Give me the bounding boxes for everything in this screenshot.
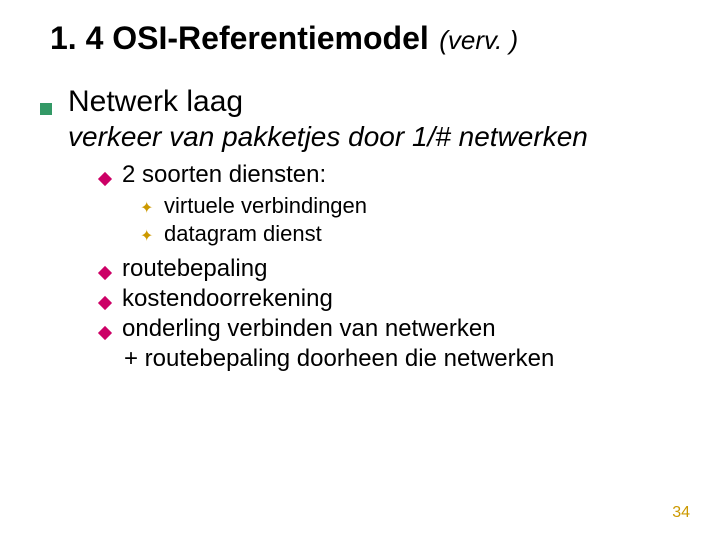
slide-title: 1. 4 OSI-Referentiemodel (verv. ): [50, 20, 680, 57]
level2b-text: onderling verbinden van netwerken: [122, 315, 496, 343]
level2b-item: onderling verbinden van netwerken: [100, 315, 680, 343]
diamond-bullet-icon: [98, 266, 112, 280]
level2b-item: routebepaling: [100, 255, 680, 283]
title-suffix: (verv. ): [439, 25, 518, 55]
level3-item: ✦ virtuele verbindingen: [140, 193, 680, 219]
level3-text: datagram dienst: [164, 221, 322, 247]
diamond-bullet-icon: [98, 326, 112, 340]
square-bullet-icon: [40, 103, 52, 115]
level2b-text: routebepaling: [122, 255, 267, 283]
page-number: 34: [672, 504, 690, 522]
level1-row: Netwerk laag: [40, 85, 680, 119]
level3-text: virtuele verbindingen: [164, 193, 367, 219]
level1-block: Netwerk laag verkeer van pakketjes door …: [40, 85, 680, 153]
level3-item: ✦ datagram dienst: [140, 221, 680, 247]
level2b-text: kostendoorrekening: [122, 285, 333, 313]
level3-block: ✦ virtuele verbindingen ✦ datagram diens…: [140, 193, 680, 247]
title-main: 1. 4 OSI-Referentiemodel: [50, 20, 429, 56]
slide-container: 1. 4 OSI-Referentiemodel (verv. ) Netwer…: [0, 0, 720, 540]
level2a-text: 2 soorten diensten:: [122, 161, 326, 189]
level2b-item: kostendoorrekening: [100, 285, 680, 313]
level1-subheading: verkeer van pakketjes door 1/# netwerken: [68, 121, 680, 153]
level2b-continuation: + routebepaling doorheen die netwerken: [124, 345, 680, 373]
level2b-block: routebepaling kostendoorrekening onderli…: [100, 255, 680, 373]
chevron-bullet-icon: ✦: [140, 226, 154, 246]
diamond-bullet-icon: [98, 172, 112, 186]
level2a-row: 2 soorten diensten:: [100, 161, 680, 189]
diamond-bullet-icon: [98, 296, 112, 310]
level2a-block: 2 soorten diensten:: [100, 161, 680, 189]
chevron-bullet-icon: ✦: [140, 198, 154, 218]
level1-heading: Netwerk laag: [68, 85, 243, 119]
